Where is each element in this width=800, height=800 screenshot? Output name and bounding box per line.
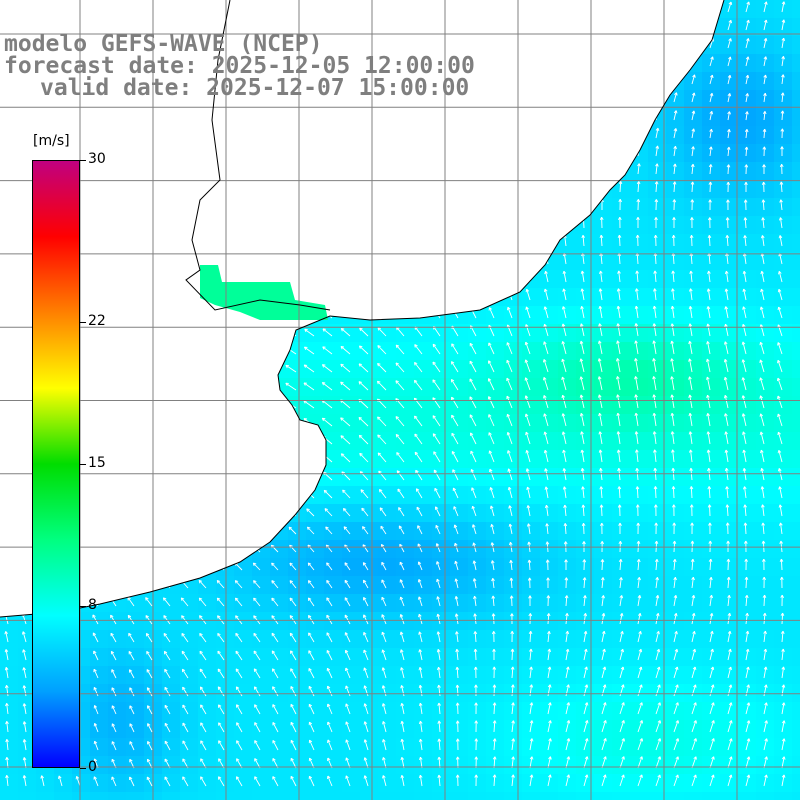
colorbar-tick-label: 22 — [88, 313, 106, 330]
colorbar — [32, 160, 80, 768]
colorbar-tick-label: 8 — [88, 596, 97, 613]
title-model: modelo GEFS-WAVE (NCEP) — [4, 31, 323, 57]
colorbar-tick-label: 0 — [88, 759, 97, 775]
colorbar-tick — [80, 160, 86, 161]
estuary-field — [200, 265, 328, 320]
title-forecast-date: forecast date: 2025-12-05 12:00:00 — [4, 53, 475, 79]
colorbar-tick — [80, 464, 86, 465]
colorbar-tick — [80, 605, 86, 607]
colorbar-units: [m/s] — [33, 133, 70, 149]
border-line — [185, 0, 331, 311]
colorbar-tick — [80, 322, 86, 324]
coastline — [0, 0, 725, 618]
title-valid-date: valid date: 2025-12-07 15:00:00 — [40, 75, 470, 101]
colorbar-tick-label: 30 — [88, 151, 106, 167]
colorbar-tick-label: 15 — [88, 455, 106, 471]
colorbar-tick — [80, 768, 86, 769]
